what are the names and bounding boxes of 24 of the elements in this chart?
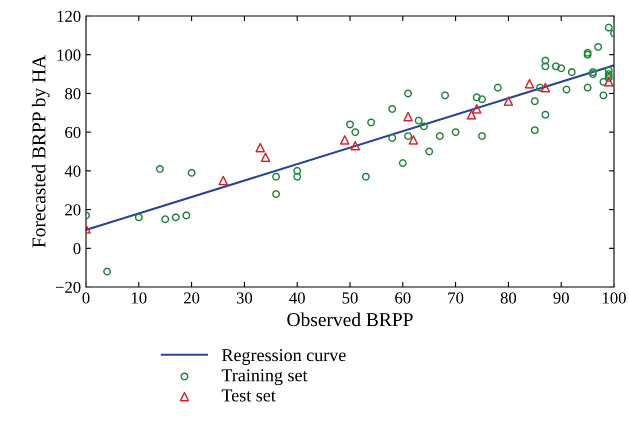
x-tick-label: 90 [553, 292, 569, 304]
y-tick-label: 100 [58, 49, 81, 61]
x-tick-label: 100 [602, 292, 626, 304]
x-tick-label: 80 [500, 292, 516, 304]
x-tick-label: 40 [289, 292, 305, 304]
legend-label: Test set [222, 390, 276, 402]
y-axis-title: Forecasted BRPP by HA [32, 55, 50, 248]
y-tick-label: 20 [65, 204, 81, 216]
y-tick-label: 0 [73, 242, 81, 254]
x-tick-label: 70 [448, 292, 464, 304]
legend-label: Training set [222, 369, 308, 386]
y-tick-label: 120 [58, 10, 81, 22]
x-axis-title: Observed BRPP [287, 312, 413, 326]
x-tick-label: 20 [184, 292, 200, 304]
x-tick-label: 50 [342, 292, 358, 304]
legend-label: Regression curve [222, 349, 346, 365]
x-tick-label: 60 [395, 292, 410, 304]
y-tick-label: 60 [65, 126, 81, 138]
y-tick-label: −20 [56, 282, 81, 293]
x-tick-label: 10 [132, 292, 146, 304]
y-tick-label: 40 [64, 166, 81, 177]
x-tick-label: 0 [82, 292, 90, 304]
y-tick-label: 80 [65, 88, 81, 100]
x-tick-label: 30 [236, 292, 252, 304]
